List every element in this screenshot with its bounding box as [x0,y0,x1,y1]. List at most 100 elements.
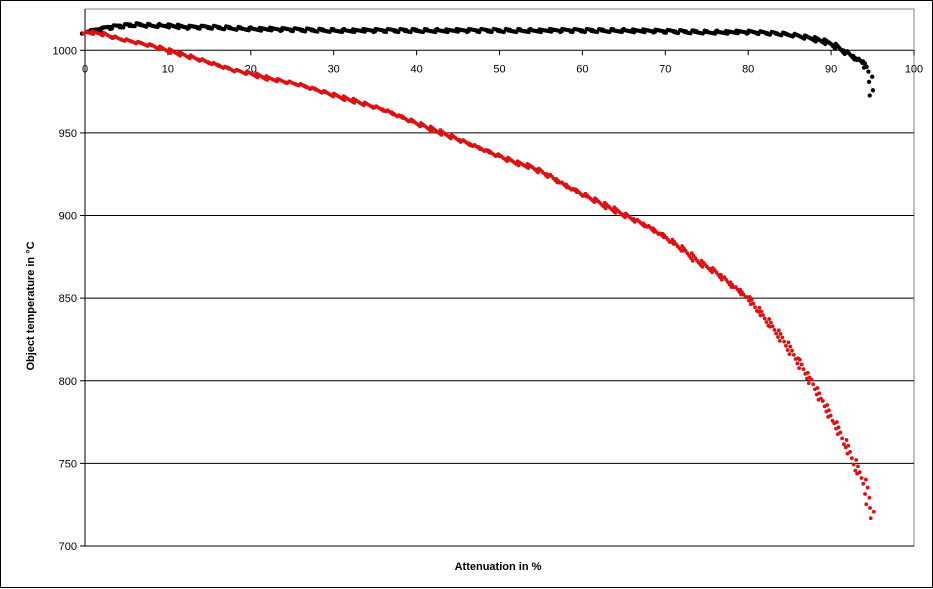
data-point [439,133,444,137]
data-point [166,25,172,30]
data-point [393,28,399,33]
data-point [559,29,564,34]
data-point [868,516,873,521]
data-point [536,170,540,175]
y-tick-label-850: 850 [59,293,77,305]
data-point [331,27,336,32]
data-point [245,70,250,75]
data-point [507,157,511,162]
x-tick-label-0: 0 [82,63,88,75]
data-point [864,502,869,507]
data-point [801,367,806,372]
data-point [842,51,847,57]
data-point [300,27,305,33]
data-point [445,29,450,35]
data-point [621,26,626,32]
data-point [352,100,357,105]
data-point [100,33,105,38]
data-point [673,29,678,34]
data-point [867,495,872,500]
data-point [197,59,202,63]
data-point [652,229,656,234]
data-point [128,22,133,27]
data-point [516,163,521,168]
data-point [820,399,825,403]
data-point [859,476,864,480]
data-point [714,28,720,33]
data-point [823,41,828,47]
data-point [226,66,231,71]
data-point [158,45,163,50]
data-point [811,382,816,387]
data-point [332,93,337,97]
data-point [861,65,867,70]
data-point [352,29,357,35]
data-point [852,57,857,62]
data-point [468,143,473,148]
data-point [414,27,419,32]
data-point [290,27,295,33]
data-point [321,27,326,32]
data-point [793,357,798,361]
data-point [341,26,347,32]
data-point [528,26,533,32]
data-point [258,28,264,33]
data-point [690,258,695,263]
data-point [768,324,772,329]
data-point [784,31,789,37]
data-point [310,27,316,32]
data-point [584,194,589,199]
data-point [719,277,724,282]
data-point [642,224,647,229]
data-point [774,31,780,36]
data-point [704,28,709,34]
data-point [569,28,575,33]
data-point [860,60,865,65]
data-point [284,81,289,86]
data-point [371,106,376,110]
data-point [91,32,95,37]
data-point [99,26,104,32]
data-point [574,190,579,194]
data-point [832,46,838,51]
data-point [486,28,492,33]
data-point [227,25,233,30]
y-axis-title: Object temperature in °C [25,241,37,370]
data-point [623,215,627,220]
data-point [840,436,845,441]
data-point [565,185,569,190]
data-point [791,352,796,357]
data-point [863,477,868,482]
data-point [710,270,714,275]
data-point [748,302,753,307]
data-point [652,29,658,35]
data-point [870,88,876,93]
series-2 [81,29,876,521]
data-point [671,241,676,246]
data-point [790,348,794,353]
data-point [739,292,743,297]
x-tick-label-30: 30 [328,63,340,75]
y-tick-label-750: 750 [59,458,77,470]
series-layer [79,21,876,521]
data-point [600,27,606,32]
data-point [745,295,750,299]
data-point [853,468,858,473]
data-point [816,397,821,402]
data-point [187,56,192,61]
data-point [814,392,819,397]
data-point [303,85,308,90]
data-point [803,371,808,376]
x-axis-title: Attenuation in % [455,561,542,573]
data-point [361,103,366,108]
data-point [157,21,162,27]
data-point [236,68,241,73]
data-point [323,90,328,95]
data-point [745,30,751,36]
data-point [783,343,788,348]
data-point [217,25,222,30]
x-tick-label-70: 70 [659,63,671,75]
data-point [824,409,829,414]
x-tick-label-10: 10 [162,63,174,75]
